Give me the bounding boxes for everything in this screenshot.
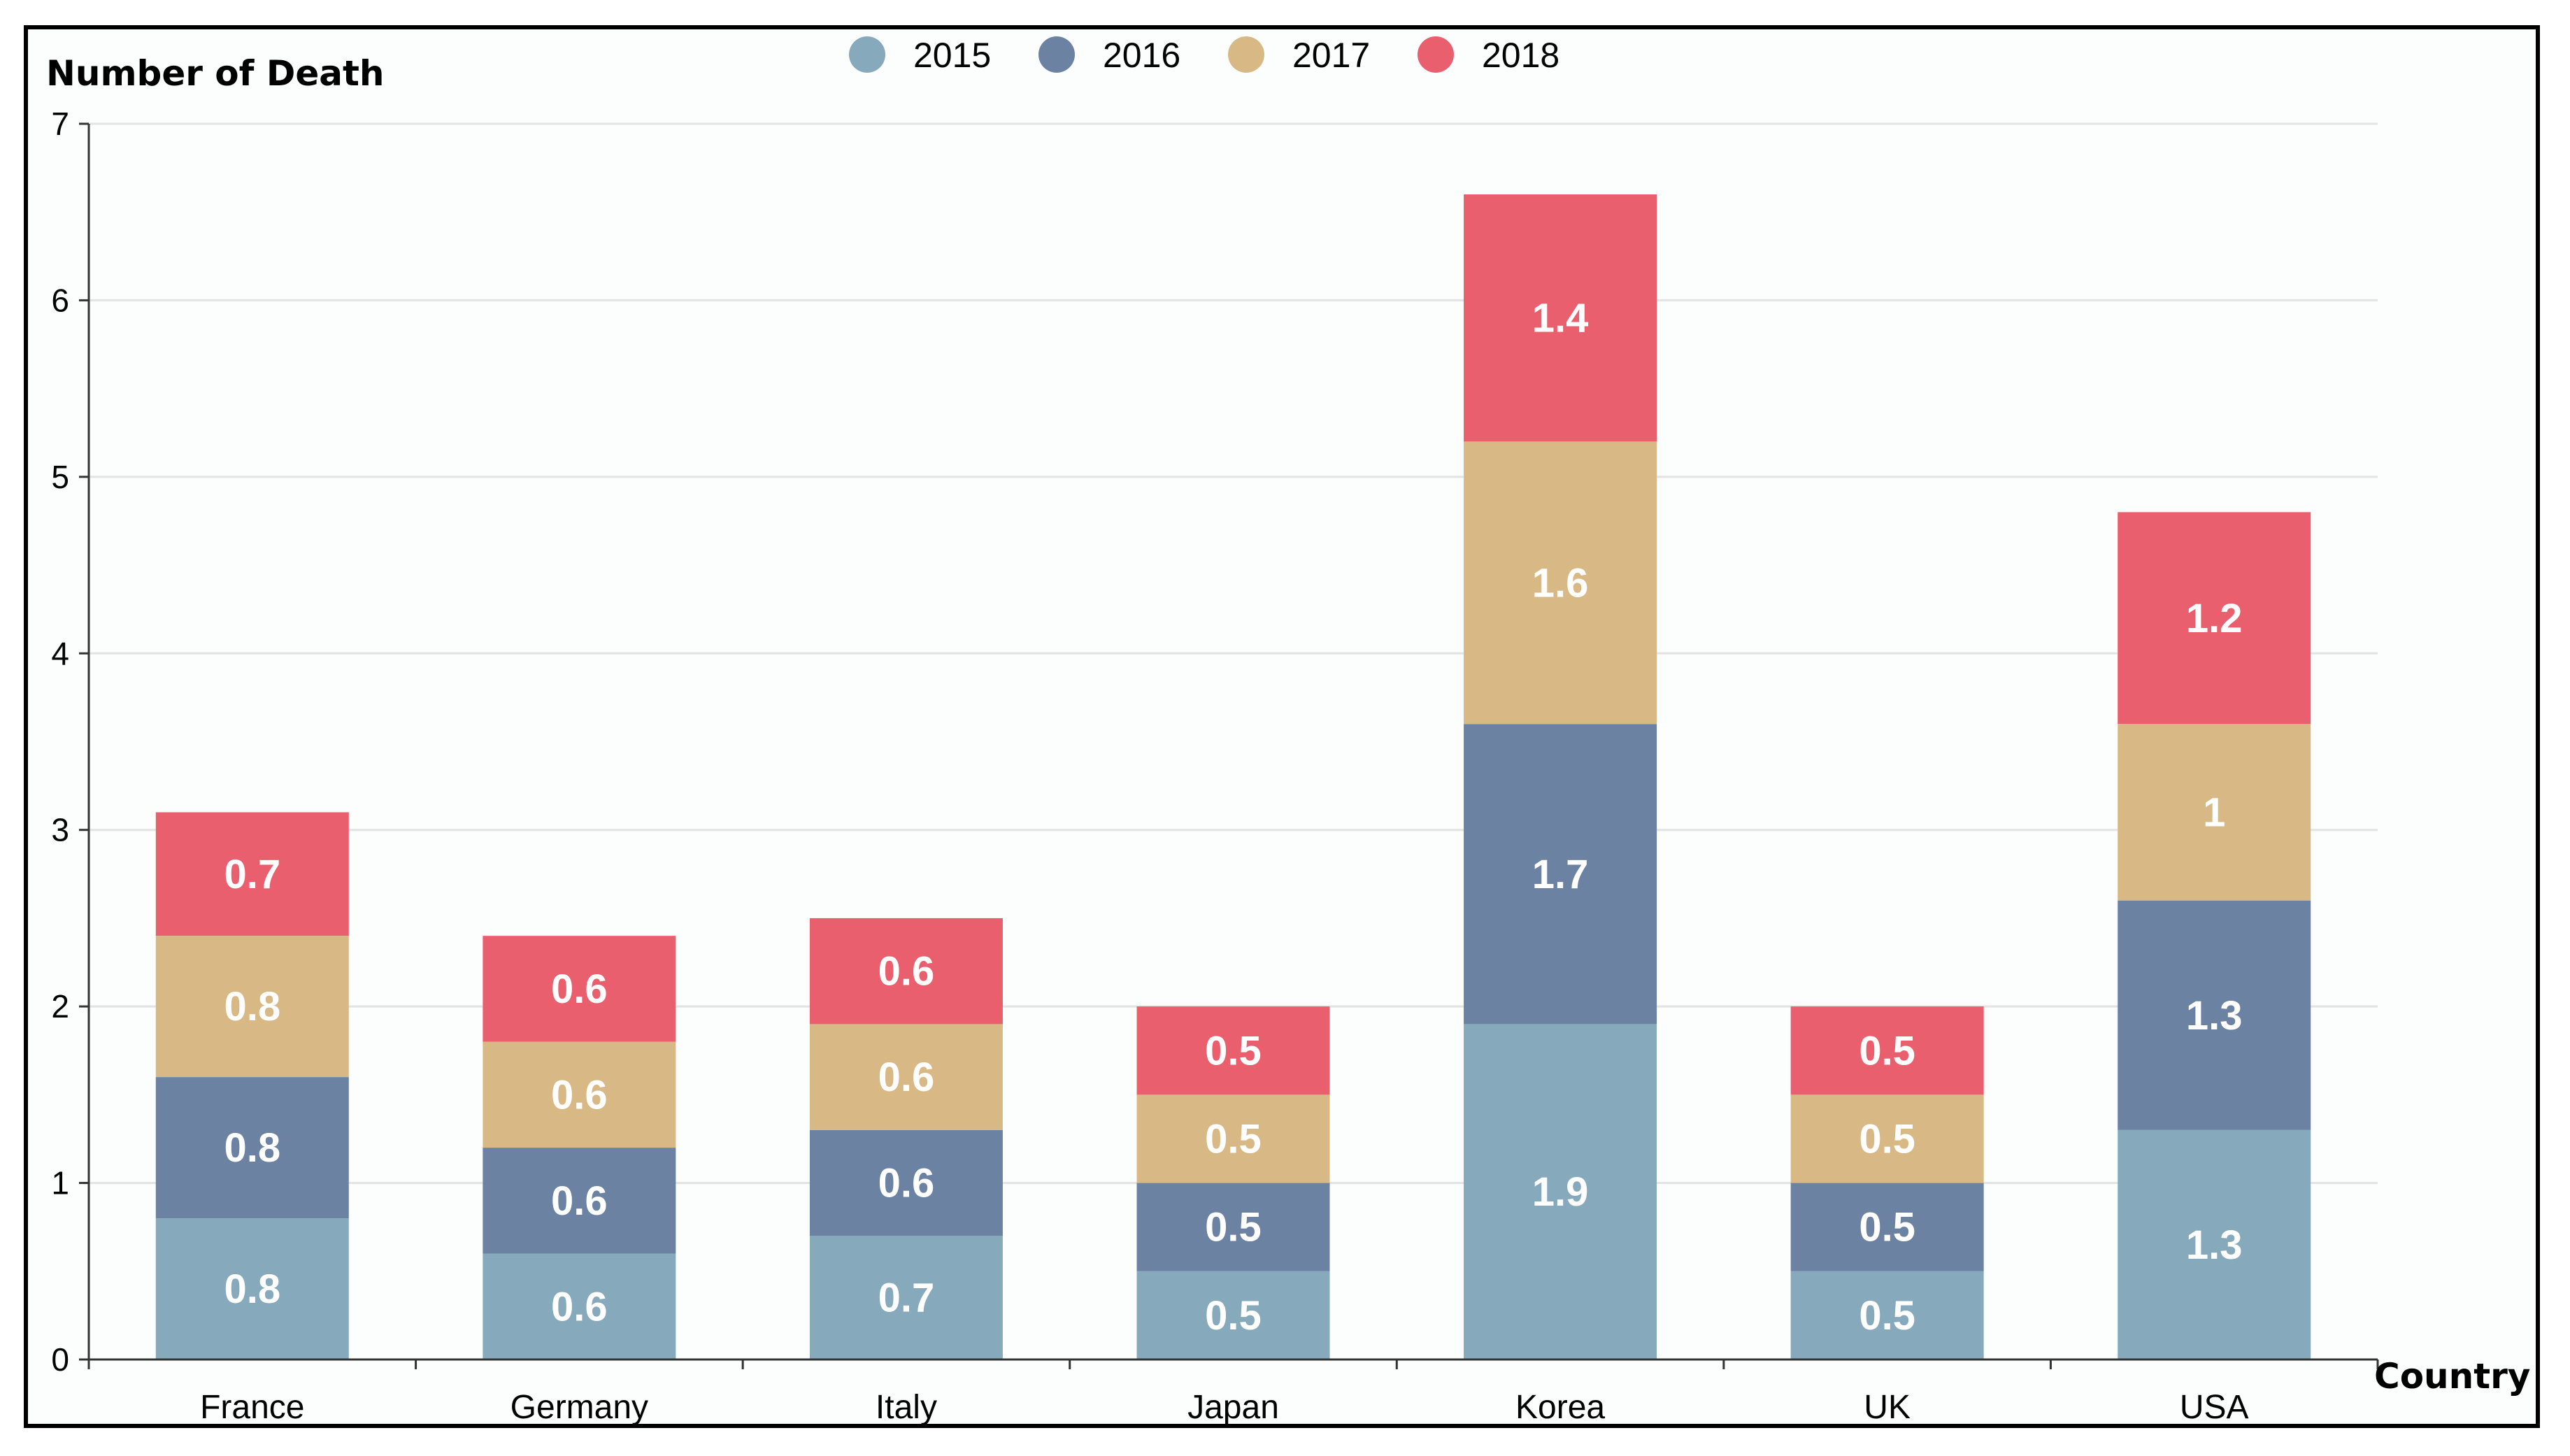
legend-label-2017: 2017	[1292, 36, 1370, 75]
data-label: 0.6	[878, 949, 935, 994]
bar-segment-japan-2018	[1136, 1006, 1330, 1095]
bar-segment-france-2016	[155, 1077, 349, 1219]
bar-segment-italy-2015	[809, 1236, 1003, 1359]
y-tick-label: 0	[51, 1341, 69, 1378]
data-label: 1.6	[1532, 560, 1589, 606]
bar-segment-germany-2018	[483, 936, 676, 1042]
x-axis-title: Country	[2374, 1356, 2530, 1397]
data-label: 0.6	[551, 1072, 608, 1118]
bar-segment-italy-2018	[809, 918, 1003, 1025]
data-label: 1.2	[2186, 596, 2243, 641]
data-label: 0.8	[224, 984, 280, 1029]
data-label: 0.6	[551, 1284, 608, 1329]
bar-segment-korea-2018	[1464, 194, 1657, 442]
data-label: 0.5	[1205, 1028, 1262, 1073]
bar-segment-usa-2017	[2118, 724, 2311, 901]
legend-marker-2017	[1228, 36, 1264, 73]
y-tick-label: 1	[51, 1165, 69, 1201]
bar-segment-uk-2017	[1790, 1094, 1984, 1183]
x-tick-label: UK	[1864, 1389, 1911, 1426]
y-tick-label: 2	[51, 988, 69, 1025]
bar-segment-germany-2016	[483, 1148, 676, 1254]
axes: 0 1 2 3 4 5 6 7 France Germany Italy Japan Korea UK US…	[51, 106, 2379, 1426]
data-label: 0.5	[1205, 1293, 1262, 1339]
bar-segment-uk-2016	[1790, 1183, 1984, 1271]
y-tick-label: 4	[51, 635, 69, 671]
legend-marker-2016	[1038, 36, 1075, 73]
data-label: 0.5	[1859, 1116, 1915, 1162]
data-label: 1.9	[1532, 1169, 1589, 1215]
bar-segment-germany-2017	[483, 1041, 676, 1148]
bar-segment-japan-2015	[1136, 1271, 1330, 1359]
data-label: 1.3	[2186, 1222, 2243, 1268]
bar-segment-korea-2015	[1464, 1024, 1657, 1359]
bar-segment-japan-2017	[1136, 1094, 1330, 1183]
legend-label-2016: 2016	[1103, 36, 1180, 75]
bar-segment-france-2015	[155, 1218, 349, 1359]
data-label: 1.3	[2186, 993, 2243, 1039]
x-tick-label: Japan	[1187, 1389, 1279, 1426]
data-label: 0.6	[551, 966, 608, 1012]
x-tick-label: USA	[2180, 1389, 2249, 1426]
data-label: 1	[2203, 790, 2225, 835]
legend-label-2015: 2015	[913, 36, 991, 75]
bar-segment-france-2018	[155, 812, 349, 936]
data-label: 0.5	[1859, 1028, 1915, 1073]
bar-segment-france-2017	[155, 936, 349, 1078]
bar-segment-italy-2017	[809, 1024, 1003, 1130]
y-tick-label: 7	[51, 106, 69, 142]
data-label: 0.8	[224, 1266, 280, 1312]
data-label: 0.6	[878, 1161, 935, 1206]
y-tick-label: 3	[51, 812, 69, 848]
legend-label-2018: 2018	[1482, 36, 1559, 75]
data-label: 0.6	[878, 1055, 935, 1100]
y-axis-title: Number of Death	[46, 53, 384, 94]
y-tick-label: 6	[51, 282, 69, 318]
gridlines	[89, 122, 2378, 1185]
bars: 0.8 0.8 0.8 0.7 0.6 0.6 0.6 0.6 0.7 0.6 0.6 0.6 0.5 0…	[155, 194, 2311, 1359]
bar-segment-korea-2016	[1464, 724, 1657, 1025]
data-label: 1.7	[1532, 852, 1589, 897]
data-label: 0.5	[1859, 1205, 1915, 1250]
legend-marker-2018	[1418, 36, 1454, 73]
x-tick-label: Italy	[876, 1389, 937, 1426]
legend: 2015 2016 2017 2018	[849, 36, 1559, 75]
data-label: 0.7	[878, 1276, 935, 1321]
bar-segment-usa-2018	[2118, 512, 2311, 725]
data-label: 0.6	[551, 1178, 608, 1224]
bar-segment-uk-2018	[1790, 1006, 1984, 1095]
bar-segment-korea-2017	[1464, 441, 1657, 725]
bar-segment-usa-2016	[2118, 900, 2311, 1130]
data-label: 0.5	[1859, 1293, 1915, 1339]
bar-segment-germany-2015	[483, 1253, 676, 1359]
x-tick-label: Germany	[511, 1389, 648, 1426]
y-tick-label: 5	[51, 459, 69, 495]
data-label: 1.4	[1532, 296, 1589, 341]
x-tick-label: Korea	[1515, 1389, 1605, 1426]
legend-marker-2015	[849, 36, 885, 73]
bar-segment-uk-2015	[1790, 1271, 1984, 1359]
bar-segment-usa-2015	[2118, 1129, 2311, 1359]
data-label: 0.8	[224, 1125, 280, 1171]
bar-segment-japan-2016	[1136, 1183, 1330, 1271]
x-tick-label: France	[200, 1389, 304, 1426]
data-label: 0.5	[1205, 1116, 1262, 1162]
bar-segment-italy-2016	[809, 1129, 1003, 1236]
data-label: 0.5	[1205, 1205, 1262, 1250]
data-label: 0.7	[224, 852, 280, 897]
